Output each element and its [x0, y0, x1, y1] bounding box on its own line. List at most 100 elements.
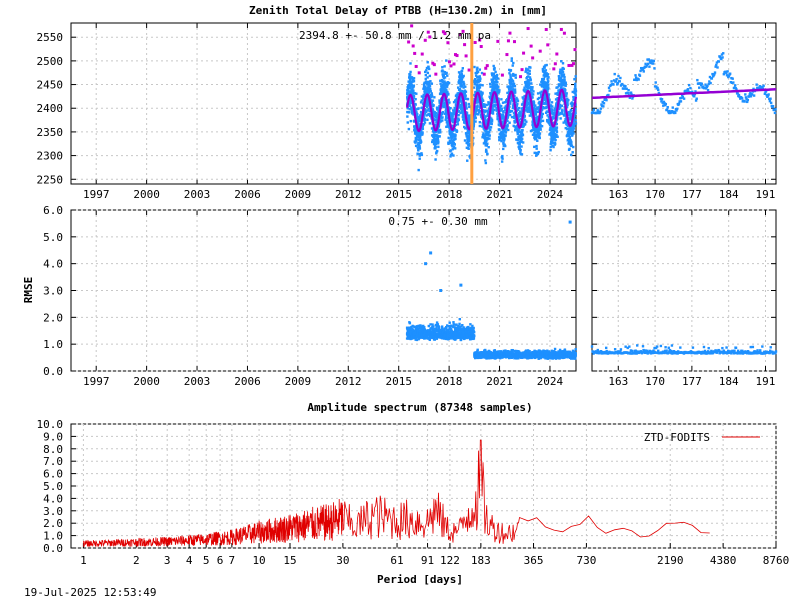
ztd-point	[434, 118, 437, 122]
ztd-point	[481, 134, 485, 137]
ztd-point	[412, 89, 415, 92]
ztd-point	[505, 118, 508, 121]
ztd-point	[516, 138, 520, 142]
ztd-point	[558, 103, 562, 107]
ztd-point	[484, 159, 487, 162]
ztd-point	[476, 105, 479, 109]
ztd-point	[491, 90, 495, 94]
ztd-point	[549, 145, 552, 149]
ztd-point	[489, 126, 493, 129]
rmse-point	[433, 330, 436, 333]
ztd-outlier-point	[417, 71, 421, 75]
ztd-point	[507, 113, 510, 116]
ztd-point	[556, 135, 559, 138]
zoom-ztd-point	[631, 97, 634, 100]
zoom-ztd-point	[668, 109, 671, 113]
ztd-point	[534, 133, 538, 136]
zoom-ztd-point	[766, 94, 770, 97]
ztd-point	[559, 87, 563, 91]
ztd-point	[532, 90, 535, 93]
ztd-point	[529, 85, 532, 89]
ztd-point	[412, 79, 416, 83]
ztd-point	[501, 154, 504, 158]
ztd-point	[510, 96, 513, 100]
ztd-point	[526, 99, 529, 102]
zoom-ztd-point	[655, 85, 658, 88]
rmse-point	[437, 325, 441, 329]
ztd-point	[412, 96, 415, 100]
ztd-point	[500, 139, 503, 143]
zoom-ztd-point	[714, 65, 717, 68]
ztd-point	[452, 120, 455, 124]
ztd-point	[445, 88, 448, 91]
zoom-ztd-point	[647, 58, 650, 61]
ztd-outlier-point	[454, 53, 458, 57]
ztd-point	[520, 153, 524, 156]
ztd-point	[443, 91, 447, 95]
ztd-point	[472, 119, 475, 123]
ztd-point	[484, 138, 487, 141]
rmse-point	[470, 337, 474, 341]
ztd-point	[550, 133, 554, 136]
ztd-point	[467, 124, 471, 128]
ztd-point	[410, 81, 413, 85]
ztd-point	[440, 84, 443, 88]
ztd-point	[550, 109, 554, 113]
ztd-point	[419, 114, 422, 117]
rmse-point	[488, 357, 491, 360]
ztd-point	[545, 110, 549, 113]
ztd-point	[566, 101, 569, 104]
ztd-point	[419, 110, 423, 114]
ztd-point	[416, 131, 420, 134]
ztd-point	[539, 118, 542, 122]
ztd-point	[566, 103, 569, 107]
ztd-point	[466, 159, 469, 162]
zoom-ztd-point	[744, 96, 748, 99]
ztd-point	[466, 132, 470, 135]
ztd-point	[524, 69, 528, 73]
ztd-point	[504, 144, 507, 148]
zoom-ztd-point	[617, 74, 620, 78]
zoom-ztd-point	[656, 86, 659, 90]
zoom-ztd-point	[718, 55, 722, 58]
ztd-point	[497, 85, 500, 88]
ztd-point	[524, 90, 527, 93]
rmse-point	[450, 329, 453, 333]
zoom-ztd-point	[687, 83, 691, 87]
ztd-point	[434, 158, 437, 161]
ztd-point	[482, 132, 485, 135]
ztd-point	[464, 104, 468, 108]
ztd-point	[521, 96, 524, 99]
zoom-ztd-point	[610, 80, 613, 83]
ztd-point	[546, 90, 549, 93]
ztd-point	[478, 124, 482, 128]
rmse-point	[432, 325, 435, 328]
ztd-point	[433, 110, 436, 114]
zoom-ztd-point	[643, 65, 647, 68]
ztd-point	[431, 99, 435, 102]
ztd-point	[503, 143, 506, 146]
ztd-point	[423, 70, 427, 74]
ztd-point	[525, 100, 529, 104]
ztd-point	[435, 119, 439, 122]
ztd-point	[432, 104, 435, 107]
ztd-point	[487, 145, 490, 149]
ztd-outlier-point	[519, 75, 523, 79]
ztd-point	[436, 137, 440, 140]
zoom-ztd-point	[745, 97, 748, 101]
ztd-point	[488, 130, 491, 134]
ztd-point	[548, 128, 552, 132]
y-tick-label: 5.0	[43, 231, 63, 244]
ztd-point	[531, 133, 535, 136]
ztd-outlier-point	[420, 52, 424, 56]
rmse-point	[457, 325, 461, 328]
rmse-point	[465, 329, 468, 333]
ztd-point	[481, 99, 485, 103]
zoom-ztd-point	[725, 71, 728, 75]
ztd-point	[406, 107, 409, 110]
zoom-ztd-point	[597, 110, 600, 113]
ztd-point	[426, 98, 430, 102]
ztd-point	[528, 83, 531, 86]
ztd-point	[451, 145, 454, 148]
ztd-point	[526, 107, 529, 110]
